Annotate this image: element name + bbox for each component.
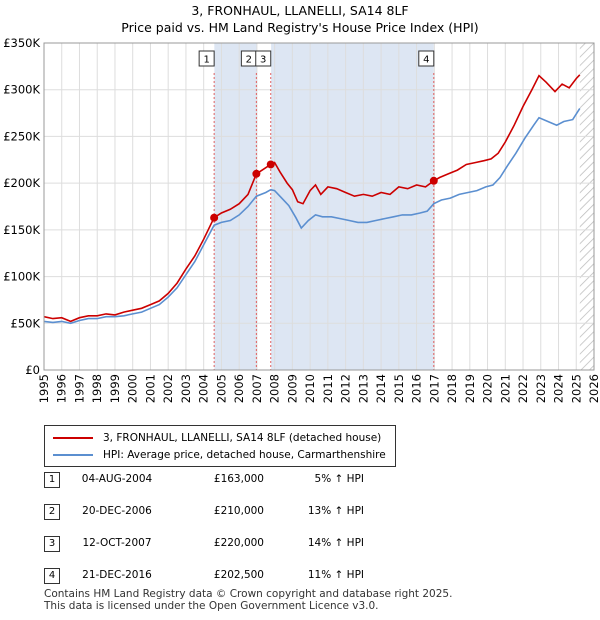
legend-item-hpi: HPI: Average price, detached house, Carm…	[53, 447, 386, 463]
x-tick-label: 1997	[72, 374, 86, 403]
x-tick-label: 2024	[552, 374, 566, 403]
x-tick-label: 2007	[250, 374, 264, 403]
sale-date: 04-AUG-2004	[81, 473, 153, 485]
x-tick-label: 2015	[392, 374, 406, 403]
sale-label-box	[255, 50, 272, 67]
sale-number-badge: 1	[44, 472, 60, 488]
footer-line-1: Contains HM Land Registry data © Crown c…	[44, 588, 453, 600]
plot-frame	[43, 42, 595, 371]
sale-price: £202,500	[213, 569, 264, 581]
x-tick-label: 2011	[321, 374, 335, 403]
chart-subtitle: Price paid vs. HM Land Registry's House …	[121, 20, 479, 35]
sale-hpi-change: 5% ↑ HPI	[314, 473, 364, 485]
sale-price: £210,000	[213, 505, 264, 517]
sale-row: 3 12-OCT-2007 £220,000 14% ↑ HPI	[44, 536, 384, 552]
y-tick-label: £250K	[3, 129, 40, 143]
legend-swatch-hpi	[53, 454, 93, 456]
x-tick-label: 2008	[268, 374, 282, 403]
x-tick-label: 2012	[339, 374, 353, 403]
sale-label: 3	[260, 55, 266, 66]
x-tick-label: 2003	[179, 374, 193, 403]
y-tick-label: £200K	[3, 176, 40, 190]
sale-point	[252, 169, 261, 178]
x-tick-label: 2005	[214, 374, 228, 403]
legend-swatch-property	[53, 437, 93, 439]
y-tick-label: £50K	[11, 316, 41, 330]
x-tick-label: 2006	[232, 374, 246, 403]
x-tick-label: 2020	[481, 374, 495, 403]
x-tick-label: 2025	[569, 374, 583, 403]
footer-line-2: This data is licensed under the Open Gov…	[44, 600, 379, 612]
x-tick-label: 1996	[55, 374, 69, 403]
legend-item-property: 3, FRONHAUL, LLANELLI, SA14 8LF (detache…	[53, 430, 381, 446]
x-tick-label: 2002	[161, 374, 175, 403]
sale-label: 4	[423, 55, 429, 66]
chart-legend: 3, FRONHAUL, LLANELLI, SA14 8LF (detache…	[44, 425, 396, 467]
sale-date: 12-OCT-2007	[82, 537, 152, 549]
x-tick-label: 1995	[37, 374, 51, 403]
chart-title: 3, FRONHAUL, LLANELLI, SA14 8LF	[191, 3, 409, 18]
x-tick-label: 2023	[534, 374, 548, 403]
x-tick-label: 2001	[143, 374, 157, 403]
sale-period-shading	[271, 43, 434, 370]
x-tick-label: 2019	[463, 374, 477, 403]
sale-point	[210, 213, 219, 222]
sale-hpi-change: 11% ↑ HPI	[307, 569, 364, 581]
x-tick-label: 1999	[108, 374, 122, 403]
x-tick-label: 1998	[90, 374, 104, 403]
x-tick-label: 2016	[410, 374, 424, 403]
x-tick-label: 2026	[587, 374, 600, 403]
sale-date: 20-DEC-2006	[82, 505, 152, 517]
x-tick-label: 2000	[126, 374, 140, 403]
x-tick-label: 2018	[445, 374, 459, 403]
sale-number-badge: 4	[44, 568, 60, 584]
footer-attribution: Contains HM Land Registry data © Crown c…	[44, 588, 452, 612]
sale-row: 4 21-DEC-2016 £202,500 11% ↑ HPI	[44, 568, 384, 584]
legend-label-hpi: HPI: Average price, detached house, Carm…	[103, 449, 386, 461]
legend-label-property: 3, FRONHAUL, LLANELLI, SA14 8LF (detache…	[103, 432, 382, 444]
y-tick-label: £100K	[3, 270, 40, 284]
sale-date: 21-DEC-2016	[82, 569, 152, 581]
x-tick-label: 2014	[374, 374, 388, 403]
x-tick-label: 2004	[197, 374, 211, 403]
sale-number-badge: 3	[44, 536, 60, 552]
series-line-hpi	[43, 107, 581, 325]
sale-point	[429, 176, 438, 185]
y-tick-label: £150K	[3, 223, 40, 237]
sale-point	[266, 160, 275, 169]
sale-row: 2 20-DEC-2006 £210,000 13% ↑ HPI	[44, 504, 384, 520]
sale-label: 2	[246, 55, 252, 66]
x-tick-label: 2021	[498, 374, 512, 403]
x-tick-label: 2017	[427, 374, 441, 403]
sale-label-box	[198, 50, 215, 67]
x-tick-label: 2010	[303, 374, 317, 403]
sale-price: £220,000	[213, 537, 264, 549]
y-tick-label: £300K	[3, 83, 40, 97]
x-tick-label: 2013	[356, 374, 370, 403]
sale-price: £163,000	[213, 473, 264, 485]
series-line-property	[43, 74, 581, 323]
sale-label-box	[418, 50, 435, 67]
sale-number-badge: 2	[44, 504, 60, 520]
sale-hpi-change: 14% ↑ HPI	[307, 537, 364, 549]
x-tick-label: 2022	[516, 374, 530, 403]
sale-hpi-change: 13% ↑ HPI	[307, 505, 364, 517]
x-tick-label: 2009	[285, 374, 299, 403]
forecast-hatch	[579, 43, 594, 370]
sale-label: 1	[203, 55, 209, 66]
y-tick-label: £350K	[3, 36, 40, 50]
sale-row: 1 04-AUG-2004 £163,000 5% ↑ HPI	[44, 472, 384, 488]
y-tick-label: £0	[25, 363, 40, 377]
